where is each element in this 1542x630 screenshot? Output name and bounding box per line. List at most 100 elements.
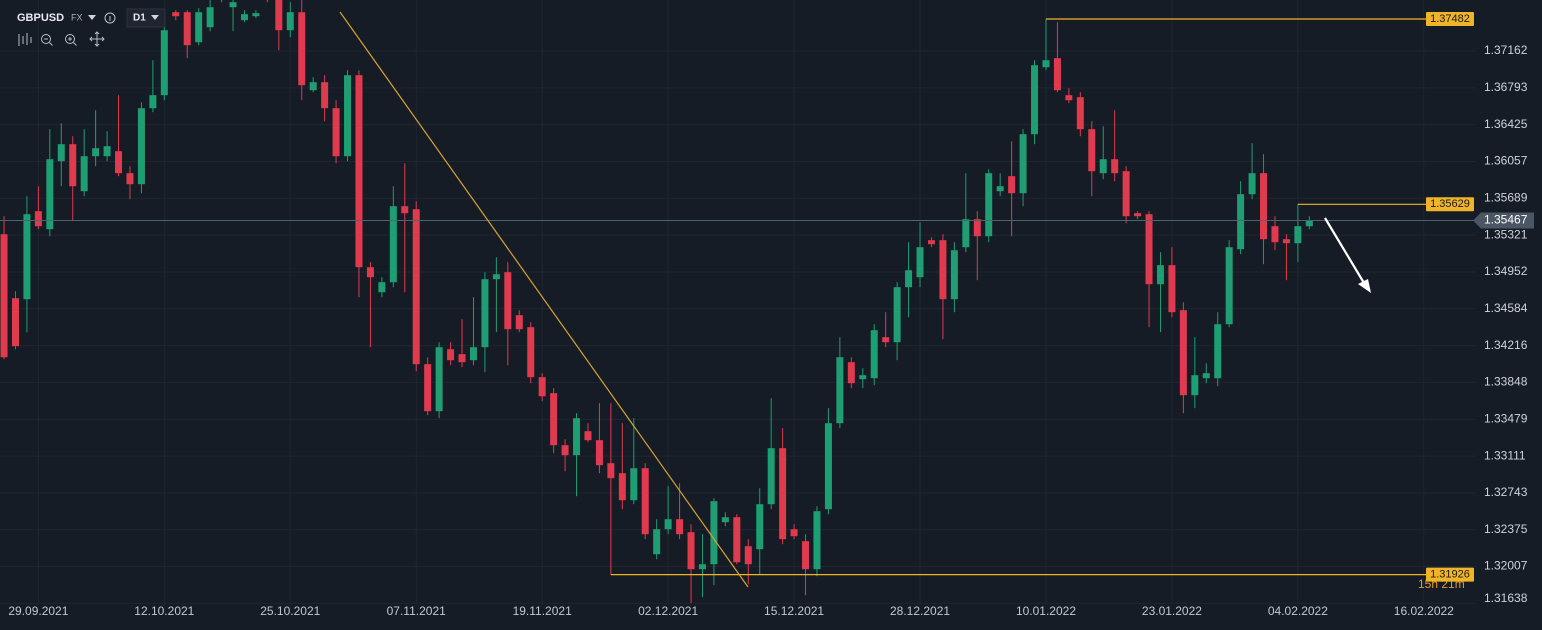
candle-body <box>1134 213 1142 217</box>
candle-body <box>492 274 500 280</box>
candle-body <box>1122 171 1130 217</box>
candle-body <box>115 151 123 174</box>
candle-body <box>332 108 340 157</box>
market: FX <box>71 12 83 22</box>
symbol[interactable]: GBPUSD <box>17 12 64 24</box>
zoom-in-icon[interactable] <box>65 34 75 44</box>
candle-body <box>1305 220 1313 227</box>
arrow-head <box>1358 279 1371 293</box>
y-tick-label: 1.36057 <box>1484 154 1528 168</box>
candle-body <box>1214 324 1222 379</box>
candle-body <box>366 267 374 278</box>
candle-body <box>1294 226 1302 244</box>
y-tick-label: 1.36793 <box>1484 80 1528 94</box>
candle-body <box>206 7 214 28</box>
level-label: 1.35629 <box>1430 198 1470 210</box>
candle-body <box>630 468 638 501</box>
candle-body <box>1008 176 1016 194</box>
candle-body <box>847 362 855 384</box>
y-tick-label: 1.32743 <box>1484 485 1528 499</box>
plot-area <box>0 0 1476 604</box>
candle-body <box>1053 58 1061 91</box>
candle-body <box>676 519 684 535</box>
candle-body <box>973 219 981 237</box>
candle-body <box>664 519 672 530</box>
candle-body <box>1282 239 1290 244</box>
candle-body <box>538 377 546 397</box>
candle-body <box>389 206 397 283</box>
candle-body <box>641 468 649 535</box>
candle-body <box>172 12 180 17</box>
pan-icon[interactable] <box>89 31 105 47</box>
y-tick-label: 1.33111 <box>1484 448 1526 462</box>
candle-body <box>298 12 306 86</box>
forecast-arrow <box>1324 217 1371 293</box>
y-tick-label: 1.34952 <box>1484 264 1528 278</box>
candle-body <box>744 546 752 565</box>
y-tick-label: 1.32375 <box>1484 522 1528 536</box>
candle-body <box>321 82 329 109</box>
candle-body <box>286 12 294 31</box>
candle-body <box>252 13 260 17</box>
candle-body <box>893 287 901 343</box>
candle-body <box>779 448 787 540</box>
candle-body <box>882 337 890 343</box>
candle-body <box>240 14 248 21</box>
candle-body <box>950 250 958 300</box>
candle-body <box>344 75 352 157</box>
level-tag <box>1426 197 1474 212</box>
x-tick-label: 28.12.2021 <box>890 604 950 618</box>
candle-body <box>80 156 88 192</box>
candle-body <box>424 364 432 412</box>
y-tick-label: 1.34584 <box>1484 301 1528 315</box>
candle-body <box>229 2 237 8</box>
candle-body <box>905 270 913 288</box>
current-price-label: 1.35467 <box>1484 213 1528 227</box>
zoom-out-icon[interactable] <box>41 34 51 44</box>
dropdown-icon[interactable] <box>88 15 96 20</box>
candle-body <box>458 354 466 363</box>
candle-body <box>859 375 867 380</box>
level-label: 1.37482 <box>1430 13 1470 25</box>
candle-body <box>137 108 145 185</box>
candle-body <box>916 247 924 278</box>
candle-body <box>1168 265 1176 313</box>
candle-body <box>183 12 191 46</box>
candle-body <box>469 347 477 361</box>
indicators-icon[interactable] <box>18 33 32 46</box>
candle-body <box>1248 173 1256 195</box>
x-tick-label: 10.01.2022 <box>1016 604 1076 618</box>
dropdown-icon[interactable] <box>151 15 159 20</box>
y-tick-label: 1.37162 <box>1484 43 1528 57</box>
timeframe-box[interactable] <box>126 8 166 28</box>
x-tick-label: 07.11.2021 <box>387 604 446 618</box>
candle-body <box>595 440 603 466</box>
candle-body <box>996 186 1004 192</box>
candle-body <box>584 431 592 441</box>
candle-body <box>721 517 729 523</box>
candle-body <box>618 473 626 501</box>
candle-body <box>1088 129 1096 172</box>
timeframe[interactable]: D1 <box>133 13 146 24</box>
candle-body <box>401 206 409 214</box>
y-tick-label: 1.34216 <box>1484 338 1528 352</box>
candle-body <box>1191 375 1199 396</box>
y-tick-label: 1.35321 <box>1484 227 1528 241</box>
y-tick-label: 1.35689 <box>1484 190 1528 204</box>
candle-body <box>985 173 993 237</box>
x-tick-label: 16.02.2022 <box>1394 604 1454 618</box>
candle-body <box>149 95 157 109</box>
candle-body <box>309 82 317 91</box>
y-tick-label: 1.33848 <box>1484 375 1528 389</box>
candle-body <box>275 0 283 31</box>
info-icon[interactable] <box>104 12 116 24</box>
x-tick-label: 23.01.2022 <box>1142 604 1202 618</box>
candle-body <box>710 501 718 565</box>
y-tick-label: 1.33479 <box>1484 411 1528 425</box>
candle-body <box>1145 214 1153 285</box>
x-tick-label: 02.12.2021 <box>638 604 698 618</box>
candle-body <box>756 504 764 550</box>
candle-body <box>939 240 947 300</box>
candle-body <box>46 159 54 230</box>
